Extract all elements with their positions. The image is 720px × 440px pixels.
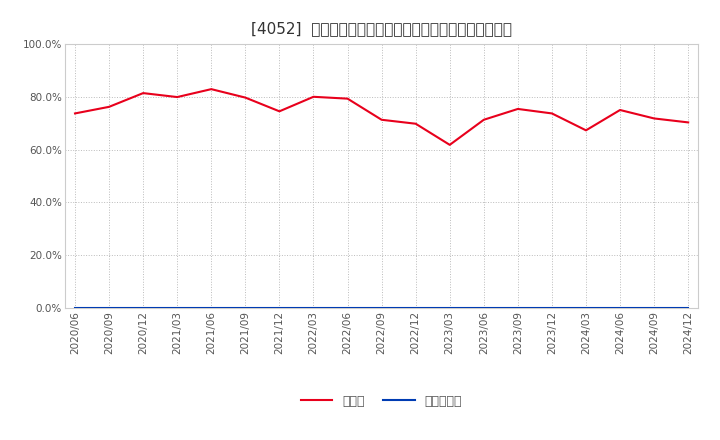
有利子負債 [275, 305, 284, 311]
現預金 [513, 106, 522, 112]
現預金 [649, 116, 658, 121]
現預金 [616, 107, 624, 113]
現預金 [582, 128, 590, 133]
現預金 [411, 121, 420, 126]
有利子負債 [241, 305, 250, 311]
現預金 [480, 117, 488, 122]
有利子負債 [513, 305, 522, 311]
現預金 [309, 94, 318, 99]
有利子負債 [71, 305, 79, 311]
有利子負債 [411, 305, 420, 311]
Line: 現預金: 現預金 [75, 89, 688, 145]
現預金 [446, 142, 454, 147]
現預金 [684, 120, 693, 125]
現預金 [548, 111, 557, 116]
現預金 [71, 111, 79, 116]
Legend: 現預金, 有利子負債: 現預金, 有利子負債 [296, 390, 467, 413]
有利子負債 [649, 305, 658, 311]
Title: [4052]  現預金、有利子負債の総資産に対する比率の推移: [4052] 現預金、有利子負債の総資産に対する比率の推移 [251, 21, 512, 36]
有利子負債 [309, 305, 318, 311]
現預金 [105, 104, 114, 110]
有利子負債 [684, 305, 693, 311]
現預金 [377, 117, 386, 122]
有利子負債 [207, 305, 215, 311]
現預金 [207, 87, 215, 92]
現預金 [241, 95, 250, 100]
有利子負債 [343, 305, 352, 311]
有利子負債 [548, 305, 557, 311]
現預金 [343, 96, 352, 101]
有利子負債 [582, 305, 590, 311]
有利子負債 [173, 305, 181, 311]
有利子負債 [446, 305, 454, 311]
現預金 [173, 95, 181, 100]
有利子負債 [377, 305, 386, 311]
有利子負債 [105, 305, 114, 311]
有利子負債 [616, 305, 624, 311]
現預金 [139, 91, 148, 96]
有利子負債 [480, 305, 488, 311]
現預金 [275, 109, 284, 114]
有利子負債 [139, 305, 148, 311]
